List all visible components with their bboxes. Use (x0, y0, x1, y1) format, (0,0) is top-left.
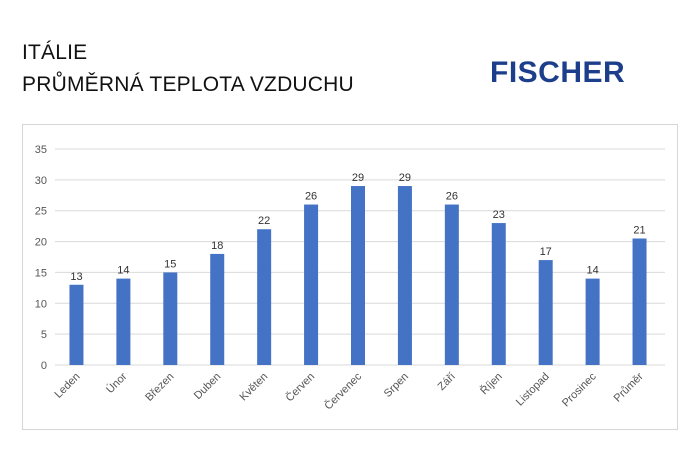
bar (116, 278, 131, 365)
data-label: 29 (399, 172, 411, 184)
category-label: Prosinec (560, 370, 599, 409)
category-label: Listopad (514, 371, 552, 409)
bars (69, 186, 647, 365)
bar (69, 284, 84, 365)
category-label: Červenec (322, 370, 365, 413)
category-label: Červen (283, 370, 317, 404)
y-tick-label: 25 (35, 206, 47, 218)
data-label: 26 (305, 191, 317, 203)
bar (351, 186, 365, 365)
title-country: ITÁLIE (22, 41, 88, 64)
bar (632, 238, 647, 365)
bar (210, 253, 225, 365)
data-labels: 13 14 15 18 22 26 29 29 26 23 17 14 21 (70, 172, 645, 283)
bar (444, 204, 459, 365)
y-tick-label: 15 (35, 267, 47, 279)
bar (585, 278, 600, 365)
data-label: 14 (586, 265, 598, 277)
data-label: 26 (446, 191, 458, 203)
fischer-logo: FISCHER (490, 56, 626, 89)
chart-frame (22, 124, 678, 430)
bar (163, 272, 178, 365)
category-labels: Leden Únor Březen Duben Květen Červen Červenec… (52, 370, 645, 413)
data-label: 17 (540, 246, 552, 258)
y-tick-label: 20 (35, 237, 47, 249)
category-label: Únor (103, 370, 129, 396)
bar (304, 204, 319, 365)
data-label: 14 (117, 265, 129, 277)
bar (397, 186, 412, 365)
category-label: Říjen (478, 370, 505, 397)
y-tick-label: 0 (41, 360, 47, 372)
category-label: Září (436, 371, 458, 393)
data-label: 13 (70, 271, 82, 283)
category-label: Březen (143, 371, 176, 404)
bar (491, 223, 506, 365)
category-label: Leden (52, 371, 82, 401)
data-label: 22 (258, 215, 270, 227)
y-tick-label: 35 (35, 144, 47, 156)
category-label: Duben (192, 371, 223, 402)
data-label: 23 (493, 209, 505, 221)
data-label: 15 (164, 258, 176, 270)
data-label: 21 (633, 224, 645, 236)
category-label: Průměr (612, 370, 646, 404)
data-label: 18 (211, 240, 223, 252)
bar (257, 229, 272, 365)
page-title: ITÁLIE PRŮMĚRNÁ TEPLOTA VZDUCHU (22, 37, 354, 101)
y-tick-label: 5 (41, 329, 47, 341)
category-label: Srpen (382, 371, 411, 400)
y-tick-label: 30 (35, 175, 47, 187)
data-label: 29 (352, 172, 364, 184)
category-label: Květen (238, 371, 271, 404)
title-subject: PRŮMĚRNÁ TEPLOTA VZDUCHU (22, 73, 354, 96)
bar (538, 260, 553, 365)
y-tick-label: 10 (35, 298, 47, 310)
y-axis-ticks: 0 5 10 15 20 25 30 35 (35, 144, 47, 372)
